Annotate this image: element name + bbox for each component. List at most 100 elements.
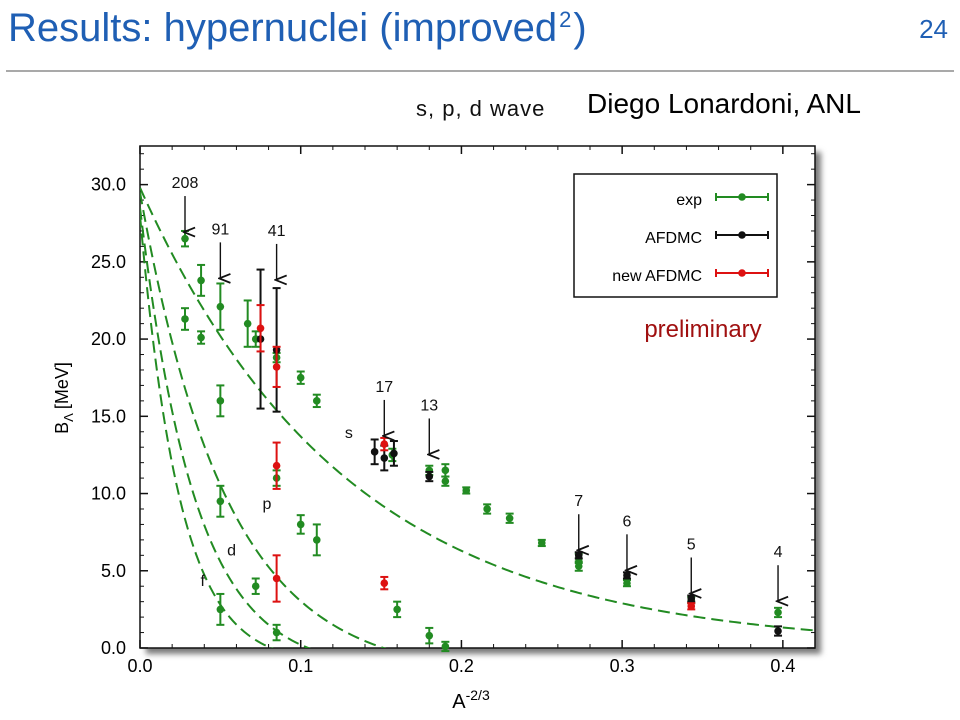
data-point [312,393,321,409]
y-tick-label: 25.0 [91,252,126,272]
marker-afdmc [623,571,631,580]
axis-ticks: 0.0 0.1 0.2 0.3 0.4 0.0 5.0 10.0 15.0 20.0 25.0 30.… [91,146,815,676]
marker-new-afdmc [256,324,265,333]
mass-label: 4 [774,544,783,561]
mass-label: 41 [268,223,286,240]
x-tick-label: 0.1 [288,656,313,676]
data-point [243,299,252,348]
marker-exp [623,579,631,587]
legend-label-new-afdmc: new AFDMC [612,268,702,285]
marker-exp [216,605,225,614]
curve-label-f: f [200,573,205,590]
data-point [272,554,281,603]
marker-afdmc [774,627,782,635]
mass-label: 5 [687,536,696,553]
data-point [312,523,321,557]
marker-exp [312,397,321,405]
y-axis-label-sub: Λ [61,413,76,422]
data-point [462,486,471,495]
marker-exp [462,486,471,495]
data-point [216,592,225,626]
data-point [216,484,225,518]
y-axis-label-base: B [52,422,72,434]
marker-new-afdmc [272,363,281,371]
marker-exp [181,234,189,243]
slide-title-superscript: 2 [559,6,572,32]
marker-exp [251,582,260,591]
marker-exp [272,628,281,637]
mass-label: 13 [420,397,438,414]
slide-title: Results: hypernuclei (improved2) [8,6,587,51]
marker-new-afdmc [380,579,389,587]
data-point [622,571,631,580]
data-point [181,307,189,331]
marker-afdmc [380,454,389,462]
legend-marker [738,193,746,201]
marker-afdmc [390,449,398,458]
x-tick-label: 0.0 [127,656,152,676]
data-point [251,577,260,595]
marker-exp [296,520,305,529]
marker-exp [243,319,252,328]
marker-new-afdmc [380,440,389,448]
data-point [441,463,450,478]
data-point [425,470,434,483]
y-tick-label: 30.0 [91,175,126,195]
marker-exp [574,562,583,570]
y-axis-label-unit: [MeV] [52,362,72,409]
curve-label-p: p [263,496,272,513]
fit-curves [140,187,815,648]
mass-label: 91 [211,221,229,238]
data-point [483,503,492,515]
mass-label: 208 [172,175,199,192]
svg-text:BΛ[MeV]: BΛ [MeV] [52,362,76,434]
data-point [687,602,696,611]
data-point [537,538,546,548]
data-point [622,579,631,588]
data-point [272,345,281,388]
marker-exp [312,536,321,544]
slide-title-text: Results: hypernuclei (improved [8,6,558,50]
fit-curve-s [140,187,815,632]
marker-exp [197,276,205,285]
marker-exp [393,605,401,614]
x-tick-label: 0.4 [770,656,795,676]
data-point [272,623,281,642]
marker-exp [483,505,491,513]
preliminary-note: preliminary [644,316,761,343]
legend-marker [738,269,746,277]
y-tick-label: 0.0 [101,638,126,658]
x-axis-label: A-2/3 [452,687,490,713]
mass-label: 7 [574,493,583,510]
fit-curve-d [140,207,311,648]
legend-label-afdmc: AFDMC [645,230,702,247]
data-point [256,304,265,353]
y-tick-label: 15.0 [91,406,126,426]
data-point [505,512,514,524]
marker-exp [181,315,189,323]
data-point [197,263,206,297]
marker-afdmc [574,551,583,560]
slide-title-close: ) [573,6,587,50]
data-point [216,384,225,418]
data-point [425,626,434,645]
author-label: Diego Lonardoni, ANL [587,88,861,119]
data-point [574,560,583,572]
curve-label-d: d [227,542,236,559]
marker-afdmc [687,594,696,603]
data-point [774,606,783,619]
marker-exp [441,466,450,475]
mass-label: 6 [623,513,632,530]
marker-exp [441,642,450,651]
data-point [393,600,402,619]
data-point [272,441,281,490]
legend-marker [738,231,746,239]
wave-subtitle: s, p, d wave [416,96,546,121]
data-point [687,594,696,603]
data-point [370,438,379,466]
marker-afdmc [370,448,379,456]
curve-label-s: s [345,425,353,442]
y-tick-label: 20.0 [91,329,126,349]
marker-exp [216,497,225,506]
